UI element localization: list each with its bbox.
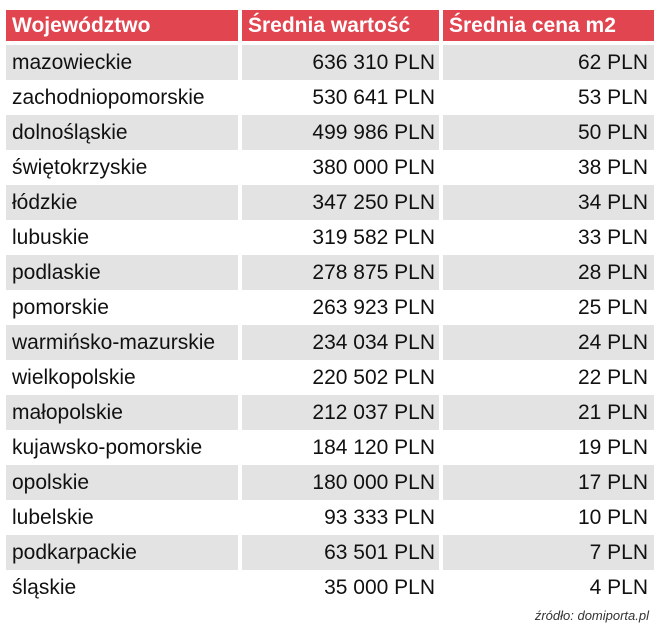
region-cell: świętokrzyskie (6, 150, 238, 185)
average-price-m2-cell: 28 PLN (443, 255, 654, 290)
table-row: lubelskie 93 333 PLN 10 PLN (6, 500, 654, 535)
average-price-m2-cell: 50 PLN (443, 115, 654, 150)
table-row: lubuskie 319 582 PLN 33 PLN (6, 220, 654, 255)
table-row: podlaskie 278 875 PLN 28 PLN (6, 255, 654, 290)
region-cell: podlaskie (6, 255, 238, 290)
average-value-cell: 234 034 PLN (242, 325, 439, 360)
region-cell: śląskie (6, 570, 238, 605)
average-value-cell: 35 000 PLN (242, 570, 439, 605)
average-price-m2-cell: 38 PLN (443, 150, 654, 185)
region-cell: lubelskie (6, 500, 238, 535)
region-cell: podkarpackie (6, 535, 238, 570)
average-value-cell: 530 641 PLN (242, 80, 439, 115)
average-value-cell: 636 310 PLN (242, 45, 439, 80)
table-row: mazowieckie 636 310 PLN 62 PLN (6, 45, 654, 80)
column-header-average-price-m2: Średnia cena m2 (443, 10, 654, 41)
average-value-cell: 63 501 PLN (242, 535, 439, 570)
region-cell: wielkopolskie (6, 360, 238, 395)
average-value-cell: 220 502 PLN (242, 360, 439, 395)
average-value-cell: 180 000 PLN (242, 465, 439, 500)
region-cell: dolnośląskie (6, 115, 238, 150)
table-row: wielkopolskie 220 502 PLN 22 PLN (6, 360, 654, 395)
average-value-cell: 212 037 PLN (242, 395, 439, 430)
table-row: świętokrzyskie 380 000 PLN 38 PLN (6, 150, 654, 185)
region-cell: kujawsko-pomorskie (6, 430, 238, 465)
average-price-m2-cell: 33 PLN (443, 220, 654, 255)
table-row: małopolskie 212 037 PLN 21 PLN (6, 395, 654, 430)
average-value-cell: 380 000 PLN (242, 150, 439, 185)
table-row: śląskie 35 000 PLN 4 PLN (6, 570, 654, 605)
source-note: źródło: domiporta.pl (534, 608, 649, 623)
table-row: łódzkie 347 250 PLN 34 PLN (6, 185, 654, 220)
average-price-m2-cell: 24 PLN (443, 325, 654, 360)
average-price-m2-cell: 25 PLN (443, 290, 654, 325)
average-price-m2-cell: 53 PLN (443, 80, 654, 115)
average-value-cell: 263 923 PLN (242, 290, 439, 325)
region-cell: małopolskie (6, 395, 238, 430)
table-row: opolskie 180 000 PLN 17 PLN (6, 465, 654, 500)
region-cell: warmińsko-mazurskie (6, 325, 238, 360)
table-row: warmińsko-mazurskie 234 034 PLN 24 PLN (6, 325, 654, 360)
average-price-m2-cell: 19 PLN (443, 430, 654, 465)
average-price-m2-cell: 62 PLN (443, 45, 654, 80)
table-row: zachodniopomorskie 530 641 PLN 53 PLN (6, 80, 654, 115)
table-row: pomorskie 263 923 PLN 25 PLN (6, 290, 654, 325)
table-row: podkarpackie 63 501 PLN 7 PLN (6, 535, 654, 570)
region-cell: lubuskie (6, 220, 238, 255)
average-price-m2-cell: 34 PLN (443, 185, 654, 220)
average-value-cell: 184 120 PLN (242, 430, 439, 465)
region-cell: mazowieckie (6, 45, 238, 80)
table-body: mazowieckie 636 310 PLN 62 PLN zachodniopom… (6, 45, 654, 605)
average-value-cell: 319 582 PLN (242, 220, 439, 255)
average-price-m2-cell: 21 PLN (443, 395, 654, 430)
average-price-m2-cell: 17 PLN (443, 465, 654, 500)
table-row: kujawsko-pomorskie 184 120 PLN 19 PLN (6, 430, 654, 465)
average-price-m2-cell: 7 PLN (443, 535, 654, 570)
average-value-cell: 499 986 PLN (242, 115, 439, 150)
average-price-m2-cell: 22 PLN (443, 360, 654, 395)
average-value-cell: 93 333 PLN (242, 500, 439, 535)
region-cell: pomorskie (6, 290, 238, 325)
column-header-average-value: Średnia wartość (242, 10, 439, 41)
region-cell: opolskie (6, 465, 238, 500)
table-header-row: Województwo Średnia wartość Średnia cena… (6, 10, 654, 45)
region-cell: zachodniopomorskie (6, 80, 238, 115)
data-table: Województwo Średnia wartość Średnia cena… (6, 10, 654, 605)
average-value-cell: 278 875 PLN (242, 255, 439, 290)
average-price-m2-cell: 10 PLN (443, 500, 654, 535)
table-row: dolnośląskie 499 986 PLN 50 PLN (6, 115, 654, 150)
average-price-m2-cell: 4 PLN (443, 570, 654, 605)
average-value-cell: 347 250 PLN (242, 185, 439, 220)
column-header-region: Województwo (6, 10, 238, 41)
region-cell: łódzkie (6, 185, 238, 220)
